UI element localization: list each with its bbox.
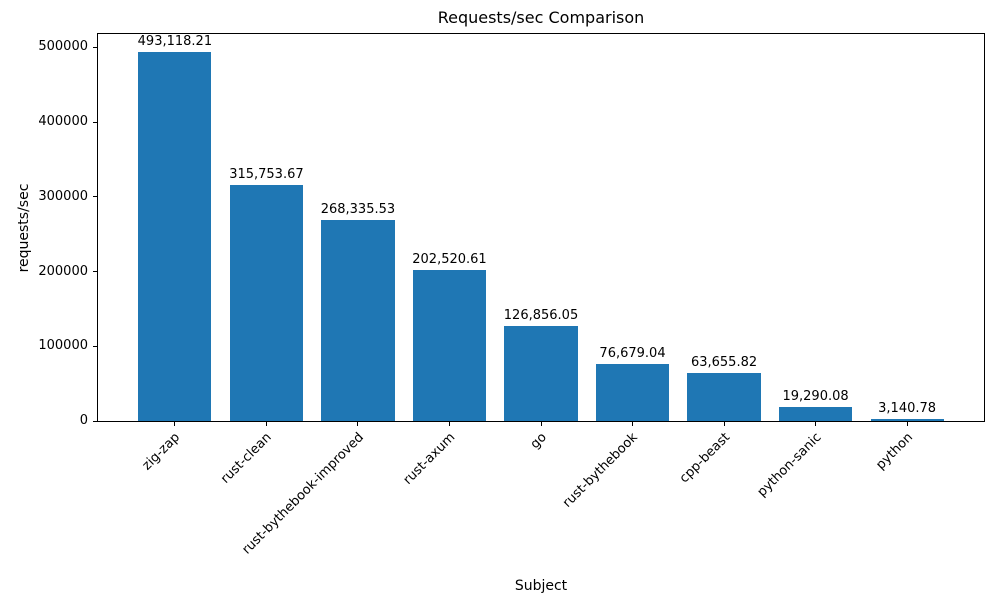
y-tick-label: 300000 [38, 188, 88, 204]
bar-rust-clean [229, 185, 304, 421]
y-tick-mark [93, 420, 98, 422]
bar-value-label: 493,118.21 [137, 34, 213, 50]
x-tick-mark [723, 421, 725, 426]
y-tick-mark [93, 196, 98, 198]
y-axis-label: requests/sec [16, 183, 32, 273]
x-tick-label: go [527, 430, 550, 453]
x-tick-label: python-sanic [754, 430, 825, 500]
bar-rust-bythebook [595, 363, 670, 421]
y-tick-label: 100000 [38, 338, 88, 354]
x-tick-mark [265, 421, 267, 426]
y-tick-label: 500000 [38, 39, 88, 55]
x-tick-label: rust-clean [218, 430, 276, 487]
y-tick-label: 200000 [38, 263, 88, 279]
bar-value-label: 202,520.61 [412, 251, 487, 267]
x-tick-mark [540, 421, 542, 426]
x-tick-mark [815, 421, 817, 426]
bar-python-sanic [778, 406, 853, 421]
x-tick-mark [357, 421, 359, 426]
bar-value-label: 268,335.53 [320, 202, 396, 218]
bar-value-label: 126,856.05 [503, 308, 579, 324]
bar-value-label: 19,290.08 [782, 388, 849, 404]
x-tick-label: python [872, 430, 916, 473]
x-tick-mark [448, 421, 450, 426]
x-tick-label: rust-bythebook [560, 430, 642, 511]
y-tick-label: 0 [79, 413, 88, 428]
x-tick-label: rust-axum [400, 430, 459, 488]
y-tick-mark [93, 345, 98, 347]
bar-rust-bythebook-improved [321, 220, 395, 421]
bar-value-label: 76,679.04 [599, 345, 666, 361]
bar-value-label: 63,655.82 [690, 355, 758, 371]
x-tick-mark [632, 421, 634, 426]
plot-area: 0 100000 200000 300000 400000 500000 493,118.2… [38, 33, 985, 557]
bar-zig-zap [138, 52, 212, 421]
chart-title: Requests/sec Comparison [437, 8, 645, 27]
x-tick-label: zig-zap [140, 430, 184, 474]
x-axis-label: Subject [514, 578, 568, 594]
y-tick-mark [93, 271, 98, 272]
bar-python [870, 418, 944, 421]
y-tick-label: 400000 [38, 114, 88, 130]
bar-value-label: 315,753.67 [229, 167, 304, 182]
bar-go [504, 326, 578, 421]
y-tick-mark [93, 121, 98, 123]
x-tick-mark [906, 421, 908, 426]
bar-rust-axum [412, 269, 487, 421]
x-tick-mark [174, 421, 176, 426]
y-tick-mark [93, 46, 98, 48]
x-tick-label: cpp-beast [676, 430, 733, 487]
bar-cpp-beast [687, 373, 761, 421]
bar-value-label: 3,140.78 [878, 400, 937, 416]
